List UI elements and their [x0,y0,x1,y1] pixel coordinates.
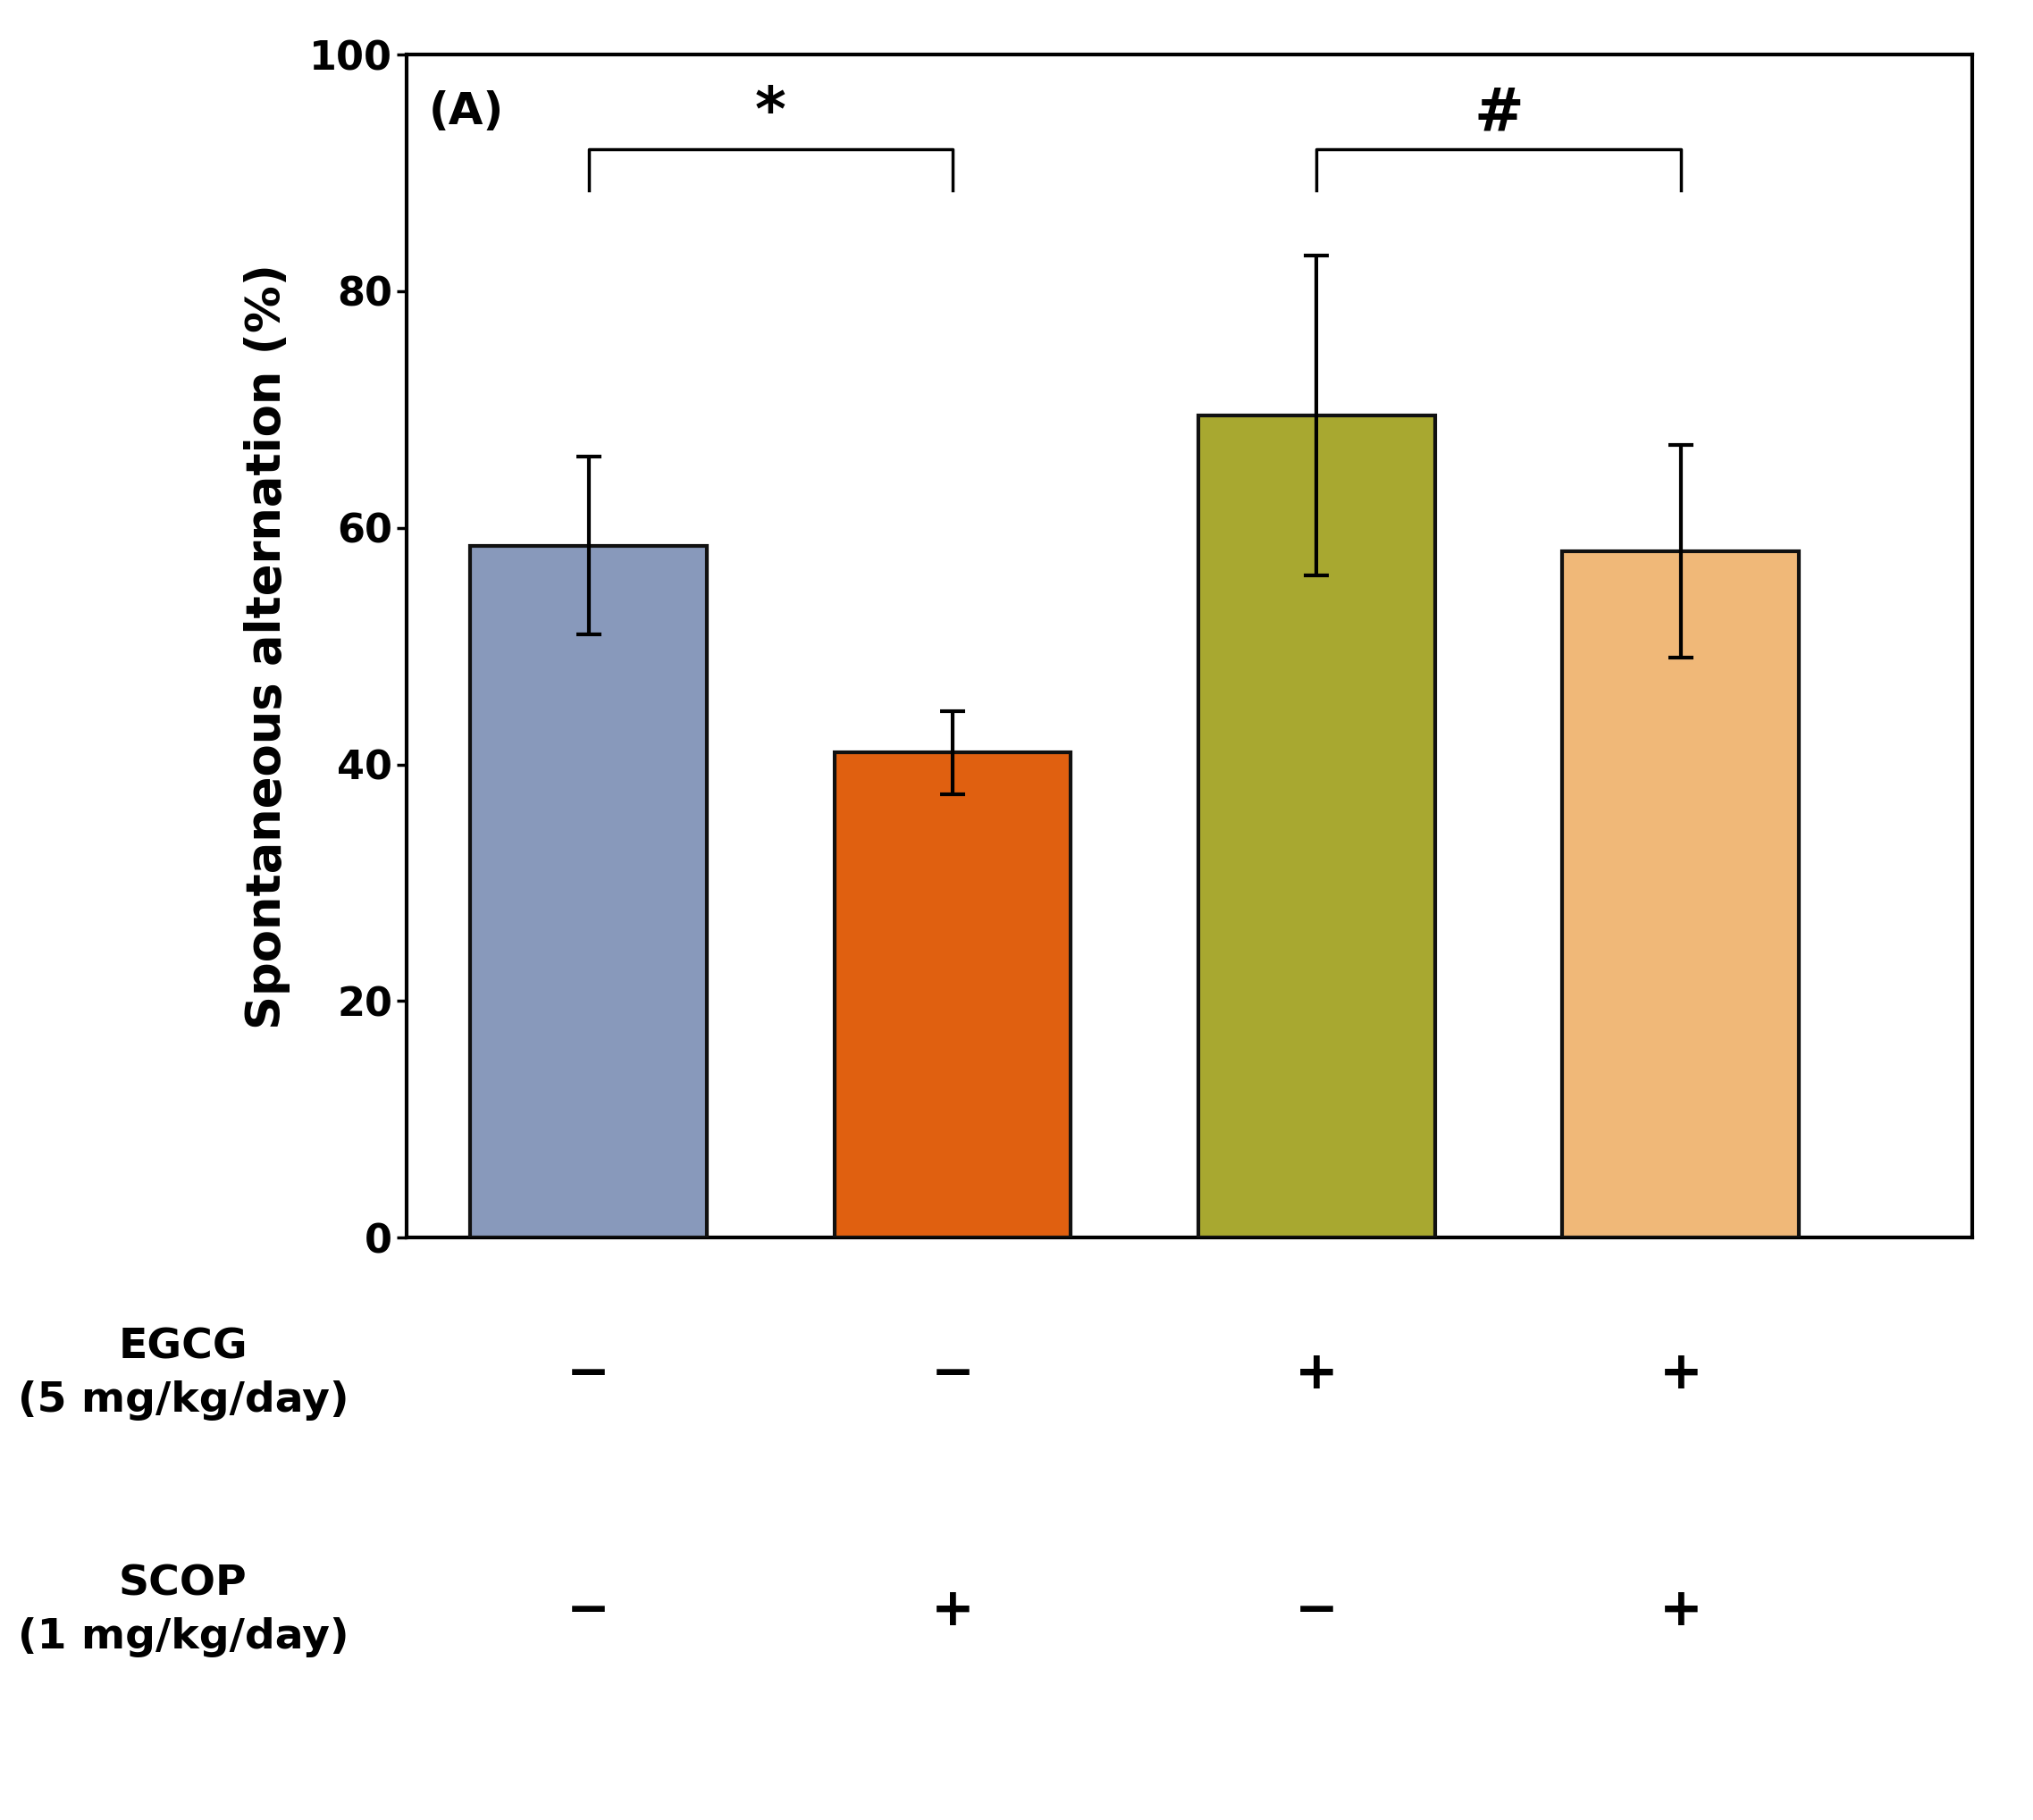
Text: SCOP
(1 mg/kg/day): SCOP (1 mg/kg/day) [18,1563,348,1658]
Bar [1563,551,1799,1238]
Text: +: + [931,1585,974,1636]
Text: +: + [1659,1585,1702,1636]
Y-axis label: Spontaneous alternation (%): Spontaneous alternation (%) [244,264,291,1028]
Text: −: − [1295,1585,1338,1636]
Text: −: − [931,1349,974,1400]
Text: *: * [754,84,787,144]
Text: +: + [1295,1349,1338,1400]
Bar [470,546,707,1238]
Text: −: − [567,1585,610,1636]
Text: #: # [1474,84,1523,144]
Text: −: − [567,1349,610,1400]
Text: +: + [1659,1349,1702,1400]
Text: EGCG
(5 mg/kg/day): EGCG (5 mg/kg/day) [18,1327,348,1421]
Bar [1197,415,1435,1238]
Text: (A): (A) [429,91,504,133]
Bar [834,753,1071,1238]
